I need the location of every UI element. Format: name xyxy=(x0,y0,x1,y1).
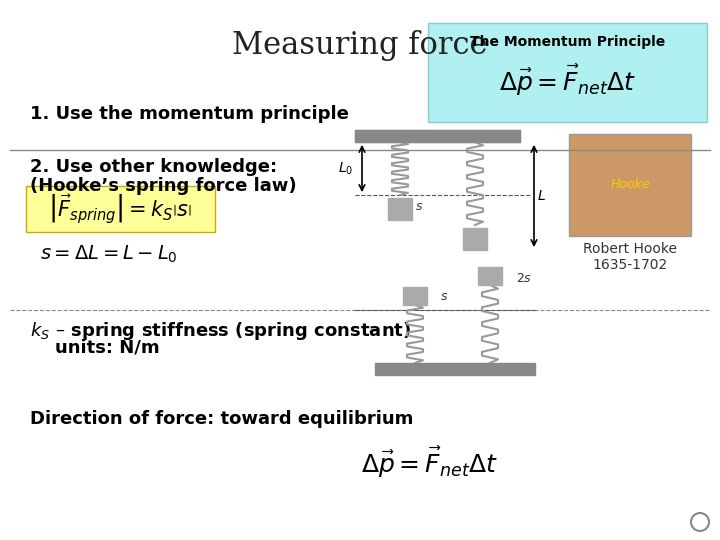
Text: $2s$: $2s$ xyxy=(516,272,532,285)
Text: $L_0$: $L_0$ xyxy=(338,160,353,177)
Text: Measuring force: Measuring force xyxy=(233,30,487,61)
Bar xyxy=(403,287,427,305)
Text: $s$: $s$ xyxy=(415,200,423,213)
Text: $\Delta\vec{p} = \vec{F}_{net}\Delta t$: $\Delta\vec{p} = \vec{F}_{net}\Delta t$ xyxy=(499,63,636,98)
Text: units: N/m: units: N/m xyxy=(55,338,160,356)
Text: $\Delta\vec{p} = \vec{F}_{net}\Delta t$: $\Delta\vec{p} = \vec{F}_{net}\Delta t$ xyxy=(361,445,499,480)
FancyBboxPatch shape xyxy=(428,23,707,122)
Text: (Hooke’s spring force law): (Hooke’s spring force law) xyxy=(30,177,297,195)
Text: 1. Use the momentum principle: 1. Use the momentum principle xyxy=(30,105,349,123)
Bar xyxy=(388,198,412,220)
Text: $L$: $L$ xyxy=(537,189,546,203)
Text: Direction of force: toward equilibrium: Direction of force: toward equilibrium xyxy=(30,410,413,428)
Text: 2. Use other knowledge:: 2. Use other knowledge: xyxy=(30,158,277,176)
FancyBboxPatch shape xyxy=(569,134,691,236)
Text: Robert Hooke
1635-1702: Robert Hooke 1635-1702 xyxy=(583,242,677,272)
Text: $s = \Delta L = L - L_0$: $s = \Delta L = L - L_0$ xyxy=(40,244,178,265)
Text: $k_S$ – spring stiffness (spring constant): $k_S$ – spring stiffness (spring constan… xyxy=(30,320,411,342)
FancyBboxPatch shape xyxy=(26,186,215,232)
Bar xyxy=(478,267,502,285)
Text: Hooke: Hooke xyxy=(610,179,650,192)
Text: The Momentum Principle: The Momentum Principle xyxy=(470,35,665,49)
Bar xyxy=(375,363,535,375)
Bar xyxy=(355,130,520,142)
Text: $s$: $s$ xyxy=(440,291,449,303)
Text: $\left|\vec{F}_{spring}\right| = k_S \left|s\right|$: $\left|\vec{F}_{spring}\right| = k_S \le… xyxy=(48,192,192,226)
Bar xyxy=(463,228,487,250)
